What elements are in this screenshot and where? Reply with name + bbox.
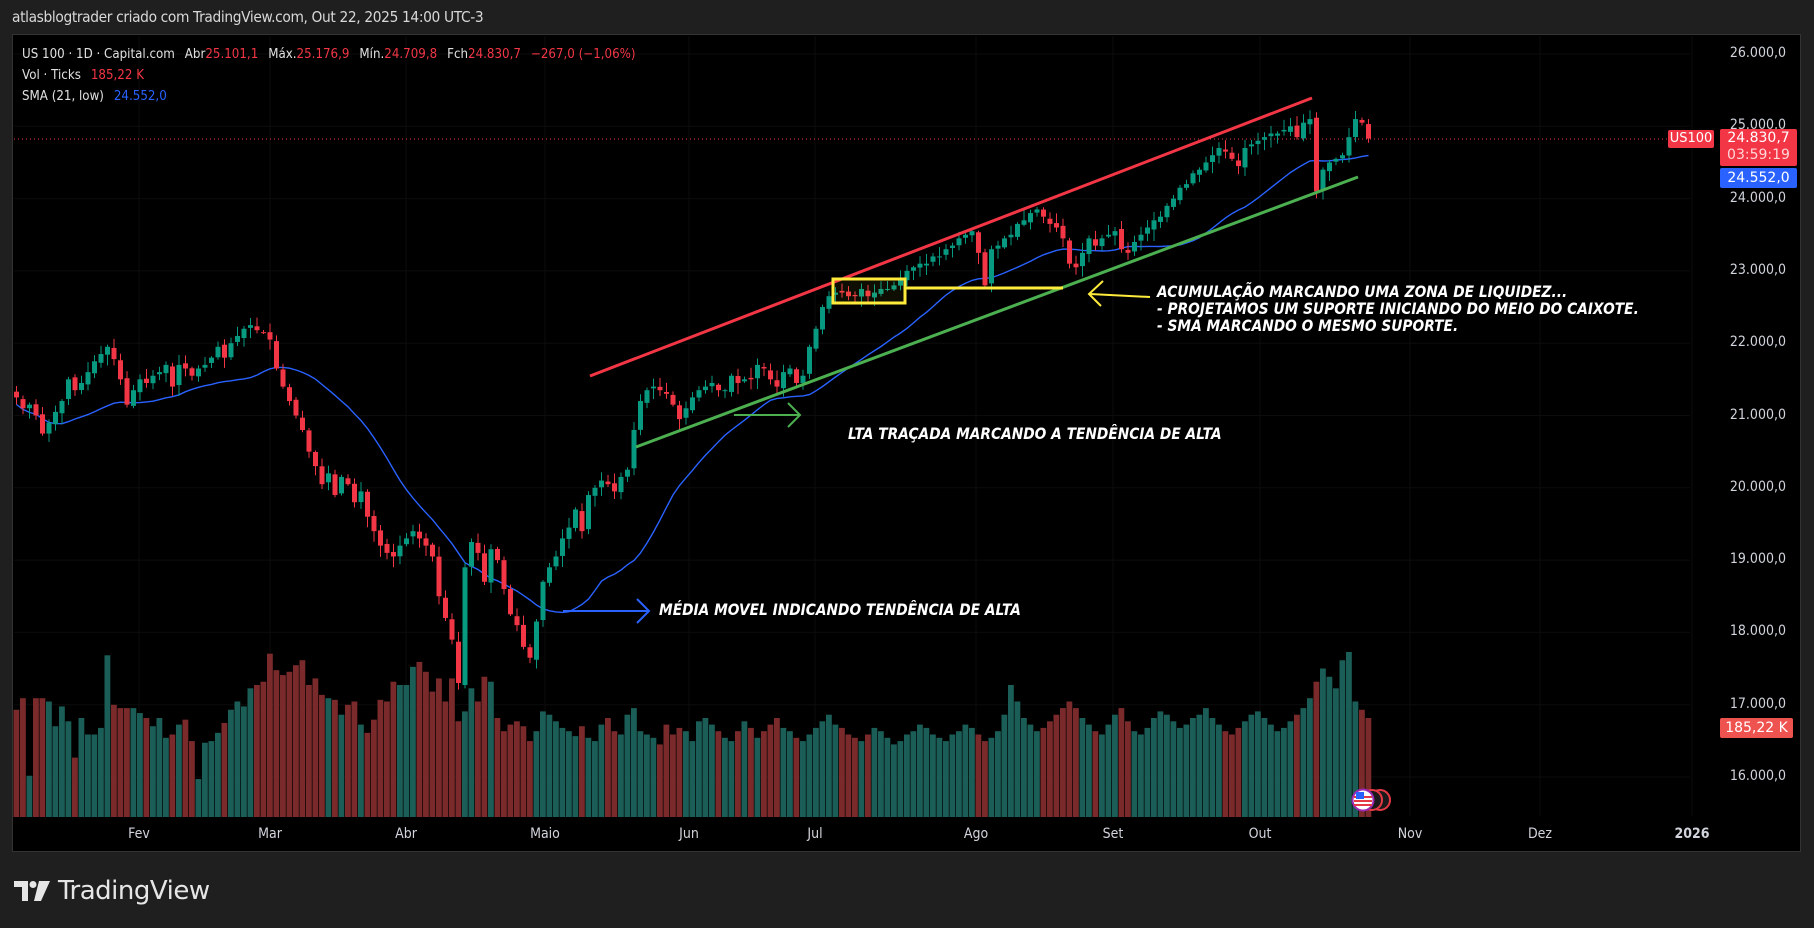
arrow-right-icon <box>734 402 802 428</box>
support-trendline-lta <box>635 175 1359 449</box>
annotation-sma: MÉDIA MOVEL INDICANDO TENDÊNCIA DE ALTA <box>659 600 1021 619</box>
price-tick-label: 19.000,0 <box>1729 551 1786 568</box>
open-label: Abr <box>184 46 206 62</box>
accumulation-box <box>831 277 907 305</box>
price-tick-label: 18.000,0 <box>1729 623 1786 640</box>
bar-countdown: 03:59:19 <box>1727 147 1790 163</box>
close-value: 24.830,7 <box>468 46 521 62</box>
time-tick-label: 2026 <box>1674 826 1710 842</box>
sma-label[interactable]: SMA (21, low) <box>22 88 104 104</box>
annotation-line: ACUMULAÇÃO MARCANDO UMA ZONA DE LIQUIDEZ… <box>1157 282 1568 301</box>
time-tick-label: Jul <box>807 826 823 842</box>
chart-caption: atlasblogtrader criado com TradingView.c… <box>12 8 484 26</box>
high-value: 25.176,9 <box>296 46 350 62</box>
annotation-line: - SMA MARCANDO O MESMO SUPORTE. <box>1157 316 1459 335</box>
price-tick-label: 24.000,0 <box>1729 189 1786 206</box>
sma-line <box>16 154 1369 614</box>
low-value: 24.709,8 <box>384 46 438 62</box>
candlesticks <box>14 110 1371 690</box>
sma-price-tag: 24.552,0 <box>1720 168 1797 188</box>
time-tick-label: Ago <box>963 826 989 842</box>
time-tick-label: Maio <box>530 826 560 842</box>
volume-label[interactable]: Vol · Ticks <box>22 67 81 83</box>
tradingview-logo-icon <box>14 881 50 901</box>
price-tick-label: 16.000,0 <box>1729 768 1786 784</box>
price-tick-label: 17.000,0 <box>1729 695 1786 712</box>
arrow-left-icon <box>1087 280 1151 307</box>
tradingview-logo[interactable]: TradingView <box>14 876 210 906</box>
time-tick-label: Out <box>1248 826 1272 842</box>
resistance-trendline <box>589 96 1313 378</box>
legend-volume-row: Vol · Ticks 185,22 K <box>22 65 636 86</box>
time-tick-label: Abr <box>395 826 417 842</box>
price-tick-label: 20.000,0 <box>1729 478 1786 495</box>
annotation-accumulation: ACUMULAÇÃO MARCANDO UMA ZONA DE LIQUIDEZ… <box>1157 283 1639 334</box>
legend-sma-row: SMA (21, low) 24.552,0 <box>22 86 636 107</box>
price-tick-label: 22.000,0 <box>1729 334 1786 351</box>
open-value: 25.101,1 <box>205 46 259 62</box>
time-tick-label: Fev <box>128 826 150 842</box>
annotation-lta: LTA TRAÇADA MARCANDO A TENDÊNCIA DE ALTA <box>848 424 1222 443</box>
volume-value: 185,22 K <box>90 67 144 83</box>
change-value: −267,0 (−1,06%) <box>530 46 636 62</box>
time-tick-label: Set <box>1102 826 1124 842</box>
time-tick-label: Mar <box>258 826 282 842</box>
time-tick-label: Dez <box>1527 826 1553 842</box>
symbol-info[interactable]: US 100 · 1D · Capital.com <box>22 46 175 62</box>
last-price: 24.830,7 <box>1727 130 1790 146</box>
time-tick-label: Jun <box>679 826 699 842</box>
low-label: Mín. <box>359 46 385 62</box>
us-flag-events-icon[interactable] <box>1340 786 1400 816</box>
symbol-tag: US100 <box>1668 130 1714 148</box>
chart-legend: US 100 · 1D · Capital.com Abr25.101,1 Má… <box>22 44 636 107</box>
price-tick-label: 23.000,0 <box>1729 261 1786 278</box>
drawings <box>563 96 1359 624</box>
high-label: Máx. <box>268 46 297 62</box>
volume-tag: 185,22 K <box>1720 718 1793 738</box>
volume-bars <box>13 652 1372 817</box>
grid-lines <box>14 36 1693 816</box>
price-tick-label: 21.000,0 <box>1729 406 1786 423</box>
arrow-right-icon <box>563 598 651 624</box>
close-label: Fch <box>447 46 469 62</box>
last-price-tag: 24.830,7 03:59:19 <box>1720 129 1797 166</box>
sma-value: 24.552,0 <box>113 88 167 104</box>
price-tick-label: 26.000,0 <box>1729 45 1786 61</box>
legend-symbol-row: US 100 · 1D · Capital.com Abr25.101,1 Má… <box>22 44 636 65</box>
tradingview-logo-text: TradingView <box>58 876 210 906</box>
annotation-line: - PROJETAMOS UM SUPORTE INICIANDO DO MEI… <box>1157 299 1639 318</box>
time-tick-label: Nov <box>1397 826 1423 842</box>
